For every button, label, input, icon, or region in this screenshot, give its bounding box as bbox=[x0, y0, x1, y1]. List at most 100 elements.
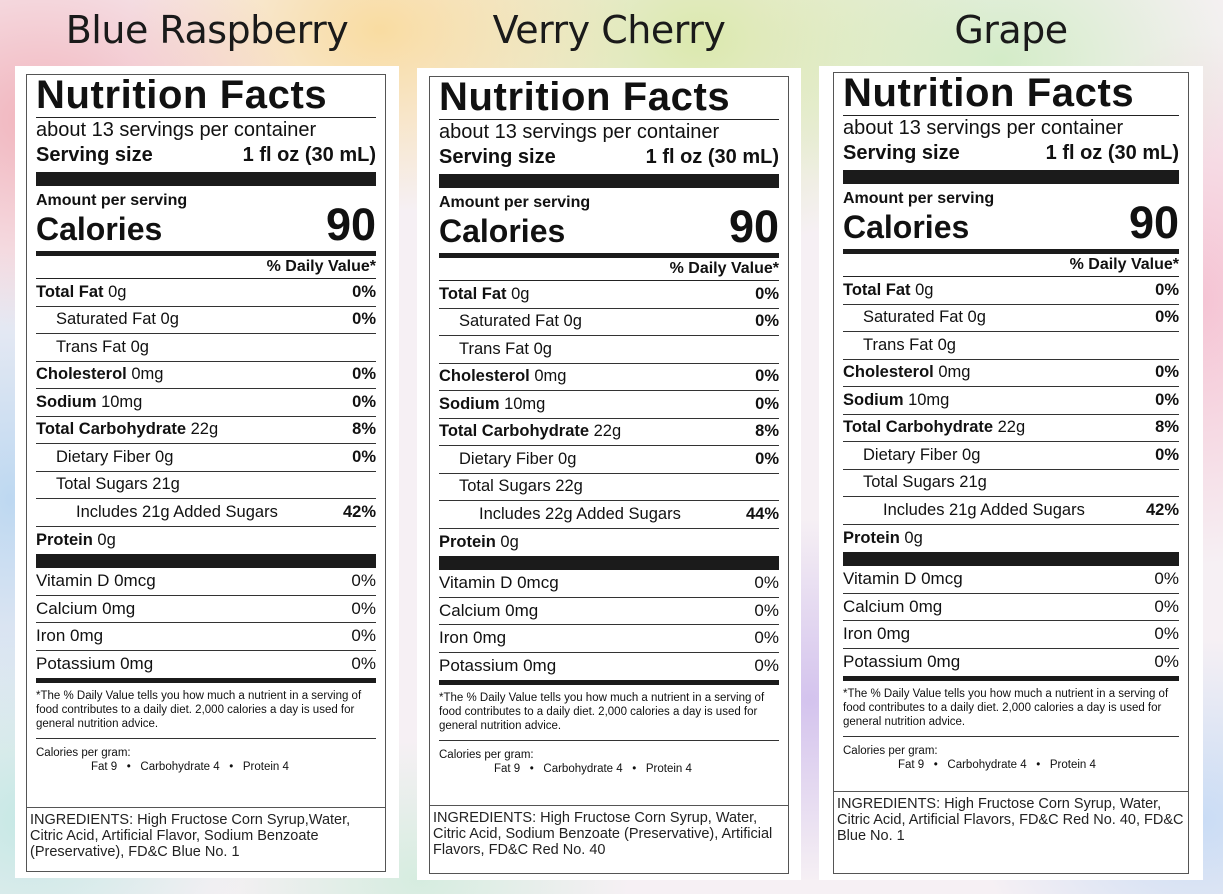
label-card-grape: Nutrition Facts about 13 servings per co… bbox=[819, 66, 1203, 880]
nutrient-row-total-sugars: Total Sugars 22g bbox=[439, 474, 779, 501]
nutrient-label: Cholesterol bbox=[843, 363, 934, 382]
nutrient-dv: 0% bbox=[352, 310, 376, 329]
nutrient-amount: 0g bbox=[899, 528, 923, 547]
nutrient-dv: 0% bbox=[351, 571, 376, 591]
nutrient-label: Sodium bbox=[36, 392, 97, 411]
daily-value-header: % Daily Value* bbox=[843, 254, 1179, 277]
thick-divider bbox=[843, 552, 1179, 566]
medium-divider bbox=[439, 680, 779, 685]
nutrient-label: Potassium 0mg bbox=[843, 652, 961, 672]
nutrient-amount: 0g bbox=[910, 280, 934, 299]
divider bbox=[843, 115, 1179, 116]
nutrient-dv: 0% bbox=[351, 598, 376, 618]
thick-divider bbox=[439, 556, 779, 570]
nutrient-row-sodium: Sodium 10mg 0% bbox=[439, 391, 779, 419]
nutrient-amount: 10mg bbox=[499, 394, 546, 413]
nutrient-row-total-sugars: Total Sugars 21g bbox=[36, 472, 376, 499]
nutrient-label: Dietary Fiber 0g bbox=[459, 449, 577, 468]
nutrient-label: Cholesterol bbox=[439, 367, 530, 386]
calories-value: 90 bbox=[325, 199, 376, 250]
servings-per-container: about 13 servings per container bbox=[36, 119, 317, 141]
nutrient-dv: 8% bbox=[1155, 418, 1179, 437]
nutrient-dv: 0% bbox=[352, 447, 376, 466]
nutrient-dv: 0% bbox=[755, 394, 779, 413]
nutrient-dv: 0% bbox=[754, 628, 779, 648]
nutrient-dv: 0% bbox=[1154, 624, 1179, 644]
amount-per-serving: Amount per serving bbox=[36, 192, 188, 209]
nutrient-row-total-fat: Total Fat 0g 0% bbox=[36, 279, 376, 307]
nutrient-label: Total Carbohydrate bbox=[843, 418, 994, 437]
nutrient-amount: 10mg bbox=[96, 392, 143, 411]
nutrient-row-sodium: Sodium 10mg 0% bbox=[843, 387, 1179, 415]
nutrient-dv: 0% bbox=[352, 282, 376, 301]
calories-value: 90 bbox=[728, 201, 779, 252]
calories-per-gram-label: Calories per gram: bbox=[843, 745, 938, 757]
nutrient-label: Dietary Fiber 0g bbox=[56, 447, 174, 466]
nutrient-row-potassium: Potassium 0mg 0% bbox=[36, 651, 376, 679]
nutrient-amount: 22g bbox=[589, 422, 622, 441]
nutrient-row-cholesterol: Cholesterol 0mg 0% bbox=[439, 364, 779, 391]
nutrition-label: Nutrition Facts about 13 servings per co… bbox=[26, 74, 386, 872]
nutrient-label: Includes 22g Added Sugars bbox=[479, 504, 681, 523]
calories-label: Calories bbox=[439, 213, 566, 249]
nutrient-label: Dietary Fiber 0g bbox=[863, 445, 981, 464]
nutrient-dv: 0% bbox=[1155, 445, 1179, 464]
nutrient-amount: 22g bbox=[993, 418, 1026, 437]
nutrient-dv: 0% bbox=[1155, 308, 1179, 327]
flavor-title-verry-cherry: Verry Cherry bbox=[492, 8, 726, 52]
thick-divider bbox=[843, 170, 1179, 184]
thick-divider bbox=[36, 554, 376, 568]
nutrient-label: Total Sugars 22g bbox=[459, 477, 583, 496]
calories-per-gram-label: Calories per gram: bbox=[36, 747, 131, 759]
thick-divider bbox=[439, 174, 779, 188]
nutrient-dv: 0% bbox=[755, 449, 779, 468]
nutrient-dv: 0% bbox=[1154, 569, 1179, 589]
nutrient-label: Total Fat bbox=[843, 280, 911, 299]
nutrient-label: Saturated Fat 0g bbox=[56, 310, 179, 329]
medium-divider bbox=[843, 249, 1179, 254]
servings-per-container: about 13 servings per container bbox=[439, 121, 720, 143]
daily-value-header: % Daily Value* bbox=[439, 258, 779, 281]
nutrient-amount: 0g bbox=[506, 284, 530, 303]
nutrient-label: Vitamin D 0mcg bbox=[843, 569, 963, 589]
nutrient-dv: 0% bbox=[755, 312, 779, 331]
nutrition-label: Nutrition Facts about 13 servings per co… bbox=[833, 72, 1189, 874]
calories-per-gram-values: Fat 9 • Carbohydrate 4 • Protein 4 bbox=[898, 759, 1096, 771]
nutrient-label: Calcium 0mg bbox=[843, 596, 943, 616]
daily-value-footnote: *The % Daily Value tells you how much a … bbox=[843, 681, 1179, 737]
nutrient-label: Total Sugars 21g bbox=[863, 473, 987, 492]
nutrient-row-cholesterol: Cholesterol 0mg 0% bbox=[843, 360, 1179, 387]
flavor-title-grape: Grape bbox=[954, 8, 1068, 52]
nutrient-label: Vitamin D 0mcg bbox=[439, 573, 559, 593]
nutrient-dv: 0% bbox=[754, 656, 779, 676]
nutrition-label: Nutrition Facts about 13 servings per co… bbox=[429, 76, 789, 874]
nutrient-amount: 22g bbox=[186, 420, 219, 439]
nutrient-dv: 0% bbox=[352, 392, 376, 411]
nutrient-label: Total Fat bbox=[36, 282, 104, 301]
serving-size-value: 1 fl oz (30 mL) bbox=[1045, 142, 1179, 164]
medium-divider bbox=[36, 678, 376, 683]
nutrient-row-iron: Iron 0mg 0% bbox=[439, 625, 779, 653]
serving-size-value: 1 fl oz (30 mL) bbox=[645, 146, 779, 168]
nutrient-label: Protein bbox=[36, 530, 93, 549]
nutrient-row-trans-fat: Trans Fat 0g bbox=[439, 336, 779, 364]
nutrient-row-vitamin-d: Vitamin D 0mcg 0% bbox=[36, 568, 376, 596]
nutrition-facts-title: Nutrition Facts bbox=[36, 73, 328, 117]
ingredients-text: INGREDIENTS: High Fructose Corn Syrup,Wa… bbox=[27, 807, 385, 860]
flavor-title-blue-raspberry: Blue Raspberry bbox=[65, 8, 349, 52]
nutrient-dv: 44% bbox=[745, 504, 779, 523]
nutrient-label: Total Carbohydrate bbox=[36, 420, 187, 439]
nutrient-label: Trans Fat 0g bbox=[863, 335, 956, 354]
nutrient-dv: 0% bbox=[754, 573, 779, 593]
daily-value-footnote: *The % Daily Value tells you how much a … bbox=[439, 685, 779, 741]
nutrient-row-protein: Protein 0g bbox=[36, 527, 376, 555]
nutrient-row-total-sugars: Total Sugars 21g bbox=[843, 470, 1179, 497]
nutrient-row-calcium: Calcium 0mg 0% bbox=[843, 594, 1179, 621]
serving-size-label: Serving size bbox=[439, 146, 556, 168]
nutrient-label: Calcium 0mg bbox=[36, 598, 136, 618]
divider bbox=[439, 119, 779, 120]
amount-per-serving: Amount per serving bbox=[439, 194, 591, 211]
nutrient-dv: 0% bbox=[352, 365, 376, 384]
calories-label: Calories bbox=[36, 211, 163, 247]
nutrient-dv: 0% bbox=[351, 626, 376, 646]
